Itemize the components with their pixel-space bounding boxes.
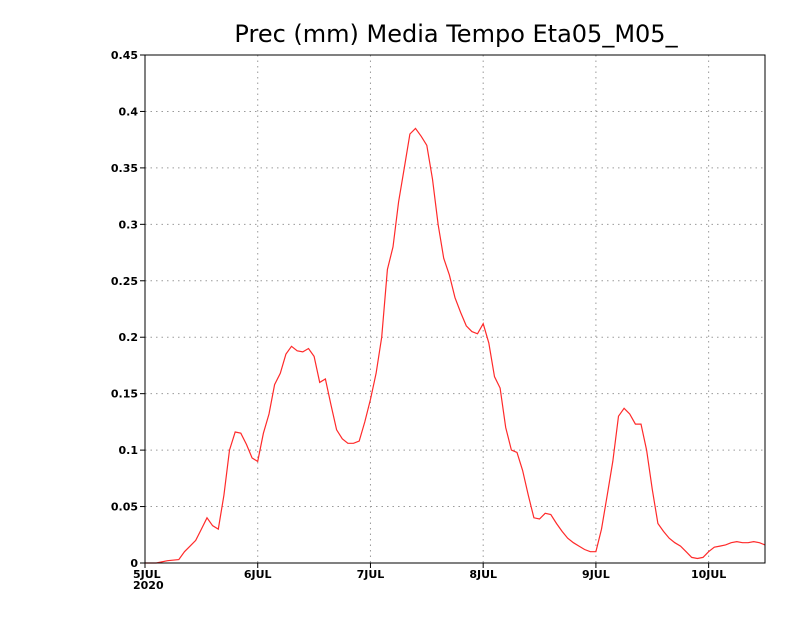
y-tick-label: 0.3: [119, 218, 139, 231]
x-tick-label: 10JUL: [691, 568, 726, 581]
y-tick-label: 0.25: [111, 275, 138, 288]
y-tick-label: 0.35: [111, 162, 138, 175]
y-tick-label: 0.05: [111, 501, 138, 514]
axis-ticks: 0 0.05 0.1 0.15 0.2 0.25 0.3 0.35 0.4 0.45 5JUL202…: [111, 49, 726, 592]
y-tick-label: 0.4: [119, 105, 139, 118]
series-line-0: [145, 127, 766, 564]
chart-title: Prec (mm) Media Tempo Eta05_M05_: [234, 20, 678, 48]
x-tick-sublabel: 2020: [133, 579, 164, 592]
series-layer: [145, 127, 766, 564]
y-tick-label: 0.45: [111, 49, 138, 62]
x-tick-label: 8JUL: [469, 568, 497, 581]
x-tick-label: 9JUL: [582, 568, 610, 581]
y-tick-label: 0.15: [111, 388, 138, 401]
y-tick-label: 0.1: [119, 444, 139, 457]
y-tick-label: 0: [130, 557, 138, 570]
y-tick-label: 0.2: [119, 331, 139, 344]
plot-frame: [144, 54, 766, 564]
x-tick-label: 7JUL: [357, 568, 385, 581]
x-tick-label: 6JUL: [244, 568, 272, 581]
grid: [145, 55, 765, 563]
x-tick-label: 5JUL: [133, 568, 161, 581]
